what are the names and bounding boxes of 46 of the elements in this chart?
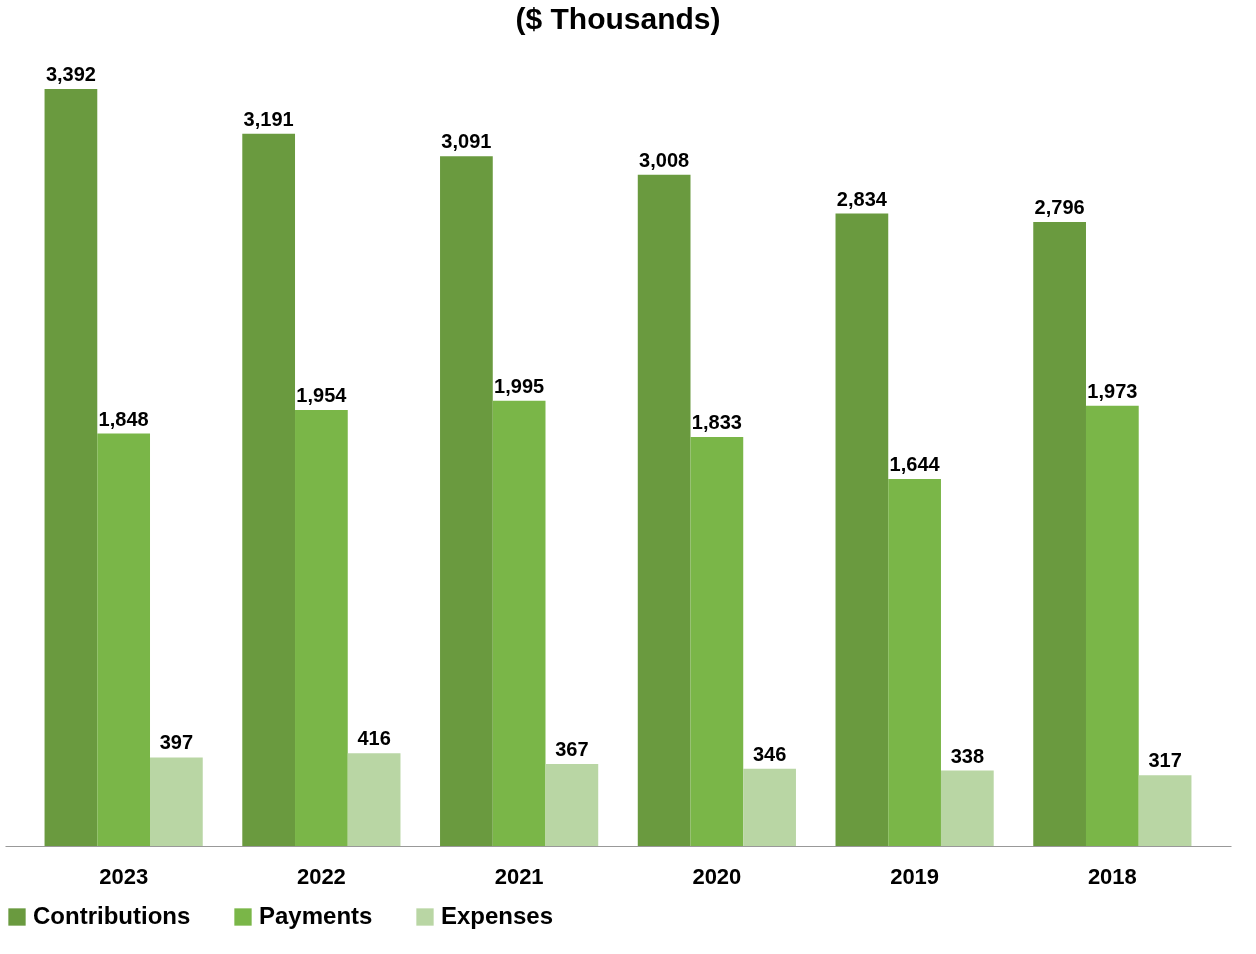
data-label: 367 bbox=[555, 738, 589, 761]
data-label: 2,796 bbox=[1034, 196, 1085, 219]
data-label: 1,848 bbox=[98, 407, 149, 430]
bar bbox=[1033, 222, 1086, 846]
data-label: 338 bbox=[950, 744, 985, 767]
data-label: 317 bbox=[1148, 749, 1182, 772]
x-tick-label: 2018 bbox=[1087, 863, 1137, 889]
bar bbox=[295, 409, 348, 846]
data-label: 346 bbox=[752, 742, 787, 765]
data-label: 3,392 bbox=[45, 63, 96, 85]
x-tick-label: 2019 bbox=[890, 863, 940, 889]
data-label: 3,091 bbox=[441, 130, 492, 153]
data-label: 416 bbox=[357, 727, 391, 750]
bar bbox=[492, 400, 546, 846]
data-label: 3,008 bbox=[639, 148, 690, 171]
bar bbox=[1138, 775, 1192, 846]
x-tick-label: 2020 bbox=[692, 863, 742, 889]
data-label: 1,995 bbox=[494, 374, 545, 397]
bar bbox=[545, 764, 599, 846]
legend-label: Payments bbox=[259, 902, 373, 929]
bar bbox=[347, 753, 401, 846]
data-label: 3,191 bbox=[243, 107, 294, 130]
x-tick-label: 2022 bbox=[296, 863, 346, 889]
bar bbox=[690, 436, 744, 846]
legend-label: Contributions bbox=[33, 902, 191, 929]
data-label: 397 bbox=[159, 731, 194, 754]
bar bbox=[242, 133, 296, 846]
bar bbox=[1085, 405, 1139, 846]
bar bbox=[940, 770, 994, 846]
bar bbox=[44, 89, 98, 846]
bar bbox=[440, 156, 493, 846]
data-label: 2,834 bbox=[836, 187, 888, 210]
bar bbox=[888, 479, 941, 846]
data-label: 1,973 bbox=[1087, 379, 1138, 402]
bar bbox=[97, 433, 151, 846]
x-tick-label: 2021 bbox=[494, 863, 544, 889]
bar bbox=[150, 757, 203, 846]
bar bbox=[835, 213, 889, 846]
data-label: 1,644 bbox=[889, 453, 941, 476]
legend-label: Expenses bbox=[441, 902, 554, 929]
data-label: 1,833 bbox=[691, 410, 742, 433]
bar bbox=[743, 768, 796, 846]
x-tick-label: 2023 bbox=[99, 863, 149, 889]
bar bbox=[637, 174, 691, 846]
data-label: 1,954 bbox=[296, 383, 348, 406]
chart-title: ($ Thousands) bbox=[515, 2, 721, 35]
